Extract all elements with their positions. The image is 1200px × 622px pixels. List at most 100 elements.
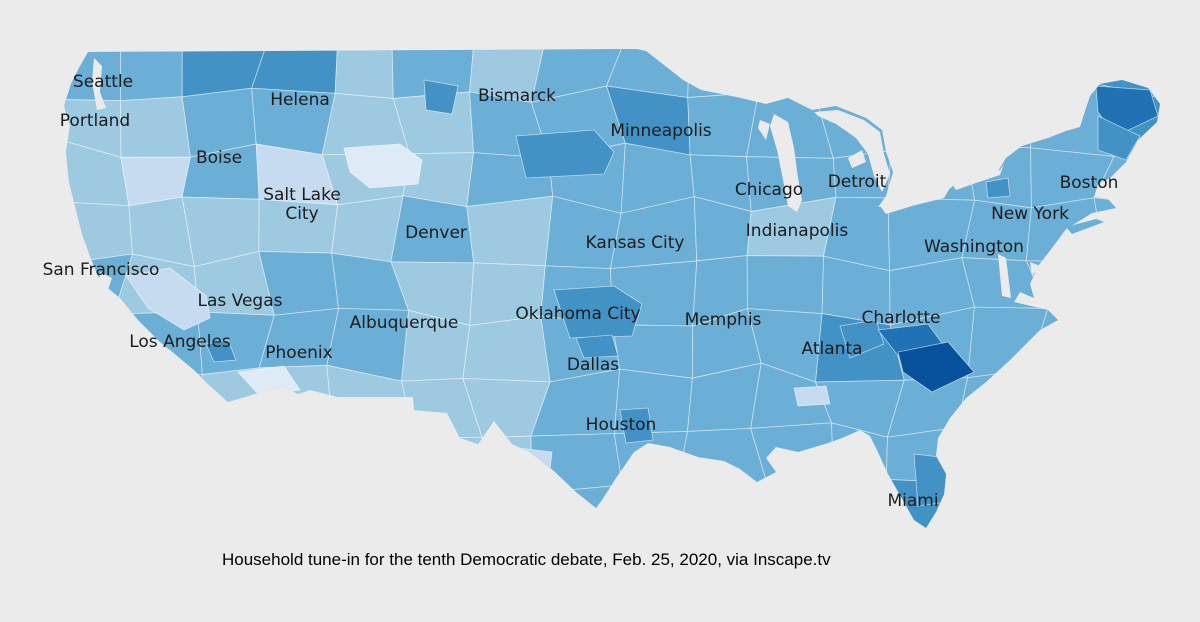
dma-cell [957,95,1032,149]
city-label-charlotte: Charlotte [862,308,941,328]
dma-cell [1100,478,1160,528]
lake-ontario-icon [952,164,1004,190]
dma-cell [128,474,203,528]
city-label-oklahoma-city: Oklahoma City [515,304,640,324]
dma-cell [967,306,1049,379]
dma-cell [746,255,824,314]
city-label-boise: Boise [196,148,242,168]
lake-michigan-icon [770,114,802,212]
saginaw-bay-icon [848,150,866,168]
dma-cell [1093,197,1160,266]
lake-huron-icon [814,110,890,192]
city-label-salt-lake-city: Salt Lake City [263,185,341,224]
dma-cell [64,474,133,528]
dma-cell [461,487,543,528]
dma-cell [751,475,834,528]
region-palm-springs [205,339,237,363]
dma-cell [531,484,626,528]
dma-cell [64,313,117,378]
city-label-indianapolis: Indianapolis [746,221,849,241]
city-label-las-vegas: Las Vegas [198,291,283,311]
region-tallahassee [793,385,831,407]
region-oklahoma-city [553,285,643,339]
region-idaho-falls [343,143,423,189]
dma-cell [186,474,267,528]
dma-cell [956,427,1040,492]
city-label-denver: Denver [405,223,467,243]
dma-cell [687,49,759,99]
caption: Household tune-in for the tenth Democrat… [222,550,831,569]
dma-cell [251,49,339,94]
region-laredo [515,447,553,489]
dma-cell [116,373,203,430]
dma-cell [466,195,554,267]
green-bay-icon [758,120,770,140]
dma-cell [1025,260,1106,316]
city-label-kansas-city: Kansas City [586,233,685,253]
dma-cell [813,49,902,94]
san-francisco-bay-icon [99,272,112,290]
city-label-portland: Portland [60,111,130,131]
dma-cell [332,429,415,494]
city-label-helena: Helena [270,90,330,110]
city-label-atlanta: Atlanta [802,339,863,359]
dma-cell [462,315,551,383]
dma-cell [883,49,967,96]
dma-cell [265,429,334,490]
dma-cell [253,474,341,528]
city-label-new-york: New York [991,204,1069,224]
dma-cell [1025,478,1115,528]
dma-cell [64,421,134,481]
dma-cell [332,488,404,528]
city-label-albuquerque: Albuquerque [350,313,459,333]
water-features [92,58,1040,298]
puget-sound-icon [92,58,106,110]
dma-cell [956,369,1030,436]
dma-cell [1024,369,1104,436]
dma-cell [957,49,1032,101]
dma-cell [674,484,768,528]
dma-cell [334,49,394,99]
city-label-washington: Washington [924,237,1024,257]
city-label-chicago: Chicago [735,180,803,200]
city-label-phoenix: Phoenix [265,343,332,363]
dma-cell [1101,261,1160,322]
delaware-bay-icon [1030,262,1040,276]
dma-cell [64,373,134,425]
city-label-memphis: Memphis [685,310,762,330]
city-labels: Seattle Portland Helena Bismarck Minneapolis… [43,72,1119,511]
dma-cell [186,428,267,492]
city-label-miami: Miami [887,491,938,511]
city-label-bismarck: Bismarck [478,86,556,106]
region-southwest-minnesota [515,129,615,179]
dma-cell [964,144,1032,209]
dma-cell [1101,315,1160,383]
dma-cell [887,144,976,201]
dma-cell [1101,363,1160,425]
long-island [1066,219,1104,234]
dma-cell [1101,423,1160,481]
dma-cell [128,423,192,492]
city-label-minneapolis: Minneapolis [610,121,711,141]
region-dallas [575,334,619,359]
dma-cell [1024,423,1115,492]
region-maine-south [1097,115,1141,161]
city-label-houston: Houston [586,415,657,435]
city-label-seattle: Seattle [73,72,133,92]
dma-cell [402,436,483,494]
region-albany-area [985,177,1011,199]
dma-cell [119,96,191,158]
region-charleston-sc [897,341,975,393]
dma-cell [476,435,533,494]
dma-cell [396,487,478,528]
region-west-north-dakota [423,79,459,115]
city-label-san-francisco: San Francisco [43,260,160,280]
region-greenville-sc [839,319,885,359]
city-label-detroit: Detroit [828,172,887,192]
region-central-valley [125,267,211,331]
dma-cell [621,484,677,528]
chesapeake-bay-icon [998,254,1011,298]
region-houston [619,407,654,444]
